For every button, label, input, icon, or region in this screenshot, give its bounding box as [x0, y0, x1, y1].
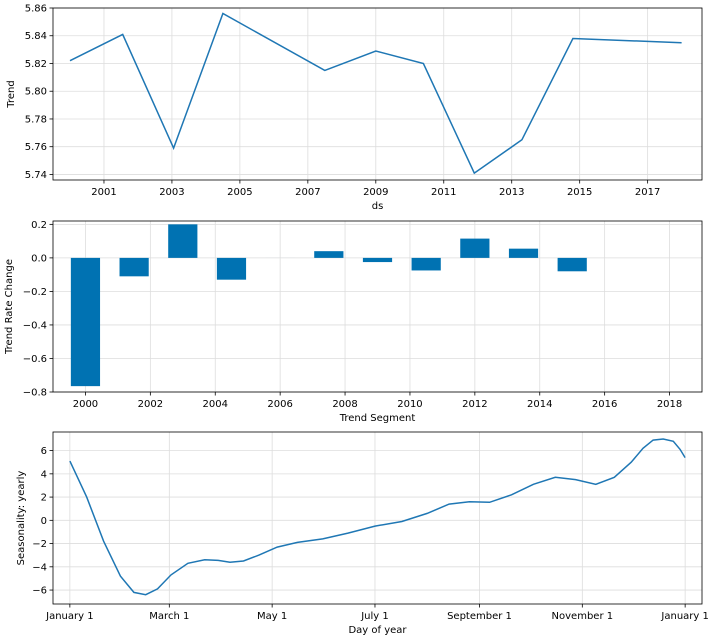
x-tick-label: January 1 [660, 611, 708, 622]
y-tick-label: 0.0 [31, 253, 47, 264]
y-tick-label: −6 [32, 586, 47, 597]
trend-rate-change-panel: 2000 2002 2004 2006 2008 2010 2012 2014 2016 2018… [4, 220, 703, 424]
bar [119, 257, 149, 277]
y-tick-label: 6 [41, 446, 47, 457]
y-tick-label: −4 [32, 562, 47, 573]
bar [314, 251, 344, 258]
x-tick-label: September 1 [447, 611, 512, 622]
x-tick-label: 2000 [73, 399, 98, 410]
x-tick-label: 2011 [431, 187, 456, 198]
x-tick-label: March 1 [149, 611, 189, 622]
x-tick-label: 2010 [397, 399, 422, 410]
x-tick-label: May 1 [257, 611, 287, 622]
y-tick-label: 0 [41, 516, 47, 527]
seasonality-yearly-panel: January 1 March 1 May 1 July 1 September 1 No… [16, 431, 709, 636]
bar [70, 257, 101, 387]
y-tick-label: −0.6 [23, 354, 47, 365]
x-tick-label: 2005 [227, 187, 252, 198]
x-tick-label: 2003 [159, 187, 184, 198]
y-tick-label: 2 [41, 493, 47, 504]
y-tick-label: −0.2 [23, 287, 47, 298]
y-tick-label: 5.86 [25, 4, 47, 15]
x-tick-label: 2012 [462, 399, 487, 410]
trend-panel: 2001 2003 2005 2007 2009 2011 2013 2015 2017 5.74… [6, 4, 703, 212]
y-axis-label: Trend Rate Change [4, 259, 15, 355]
plot-frame [52, 220, 703, 393]
x-tick-label: 2004 [203, 399, 228, 410]
plot-frame [52, 7, 703, 181]
y-axis-label: Seasonality: yearly [16, 471, 27, 566]
x-tick-label: 2001 [91, 187, 116, 198]
x-tick-label: July 1 [360, 611, 389, 622]
x-tick-label: 2007 [295, 187, 320, 198]
x-tick-label: 2017 [635, 187, 660, 198]
y-tick-label: 5.82 [25, 59, 47, 70]
y-tick-label: 5.74 [25, 170, 47, 181]
x-axis-label: ds [372, 201, 384, 212]
x-tick-label: November 1 [552, 611, 614, 622]
bar [168, 224, 198, 258]
y-tick-label: 5.78 [25, 114, 47, 125]
y-tick-label: 5.80 [25, 87, 47, 98]
bar [508, 248, 539, 258]
x-tick-label: 2002 [138, 399, 163, 410]
y-tick-label: 4 [41, 469, 47, 480]
bar [216, 257, 247, 280]
x-tick-label: 2008 [332, 399, 357, 410]
bar [557, 257, 587, 272]
bar [411, 257, 441, 271]
y-tick-label: 0.2 [31, 220, 47, 231]
x-tick-label: January 1 [45, 611, 93, 622]
x-tick-label: 2018 [657, 399, 682, 410]
x-tick-label: 2013 [499, 187, 524, 198]
y-tick-label: −2 [32, 539, 47, 550]
x-axis-label: Day of year [348, 625, 407, 636]
x-tick-label: 2014 [527, 399, 552, 410]
series-line [69, 438, 686, 596]
y-tick-label: 5.84 [25, 31, 47, 42]
x-tick-label: 2009 [363, 187, 388, 198]
plot-frame [52, 431, 703, 605]
y-tick-label: −0.8 [23, 388, 47, 399]
x-axis-label: Trend Segment [339, 413, 416, 424]
x-tick-label: 2016 [592, 399, 617, 410]
bar [460, 238, 490, 258]
x-tick-label: 2015 [567, 187, 592, 198]
x-tick-label: 2006 [267, 399, 292, 410]
y-axis-label: Trend [6, 80, 17, 108]
series-line [69, 12, 682, 175]
y-tick-label: 5.76 [25, 142, 47, 153]
y-tick-label: −0.4 [23, 320, 47, 331]
bar [362, 257, 393, 263]
